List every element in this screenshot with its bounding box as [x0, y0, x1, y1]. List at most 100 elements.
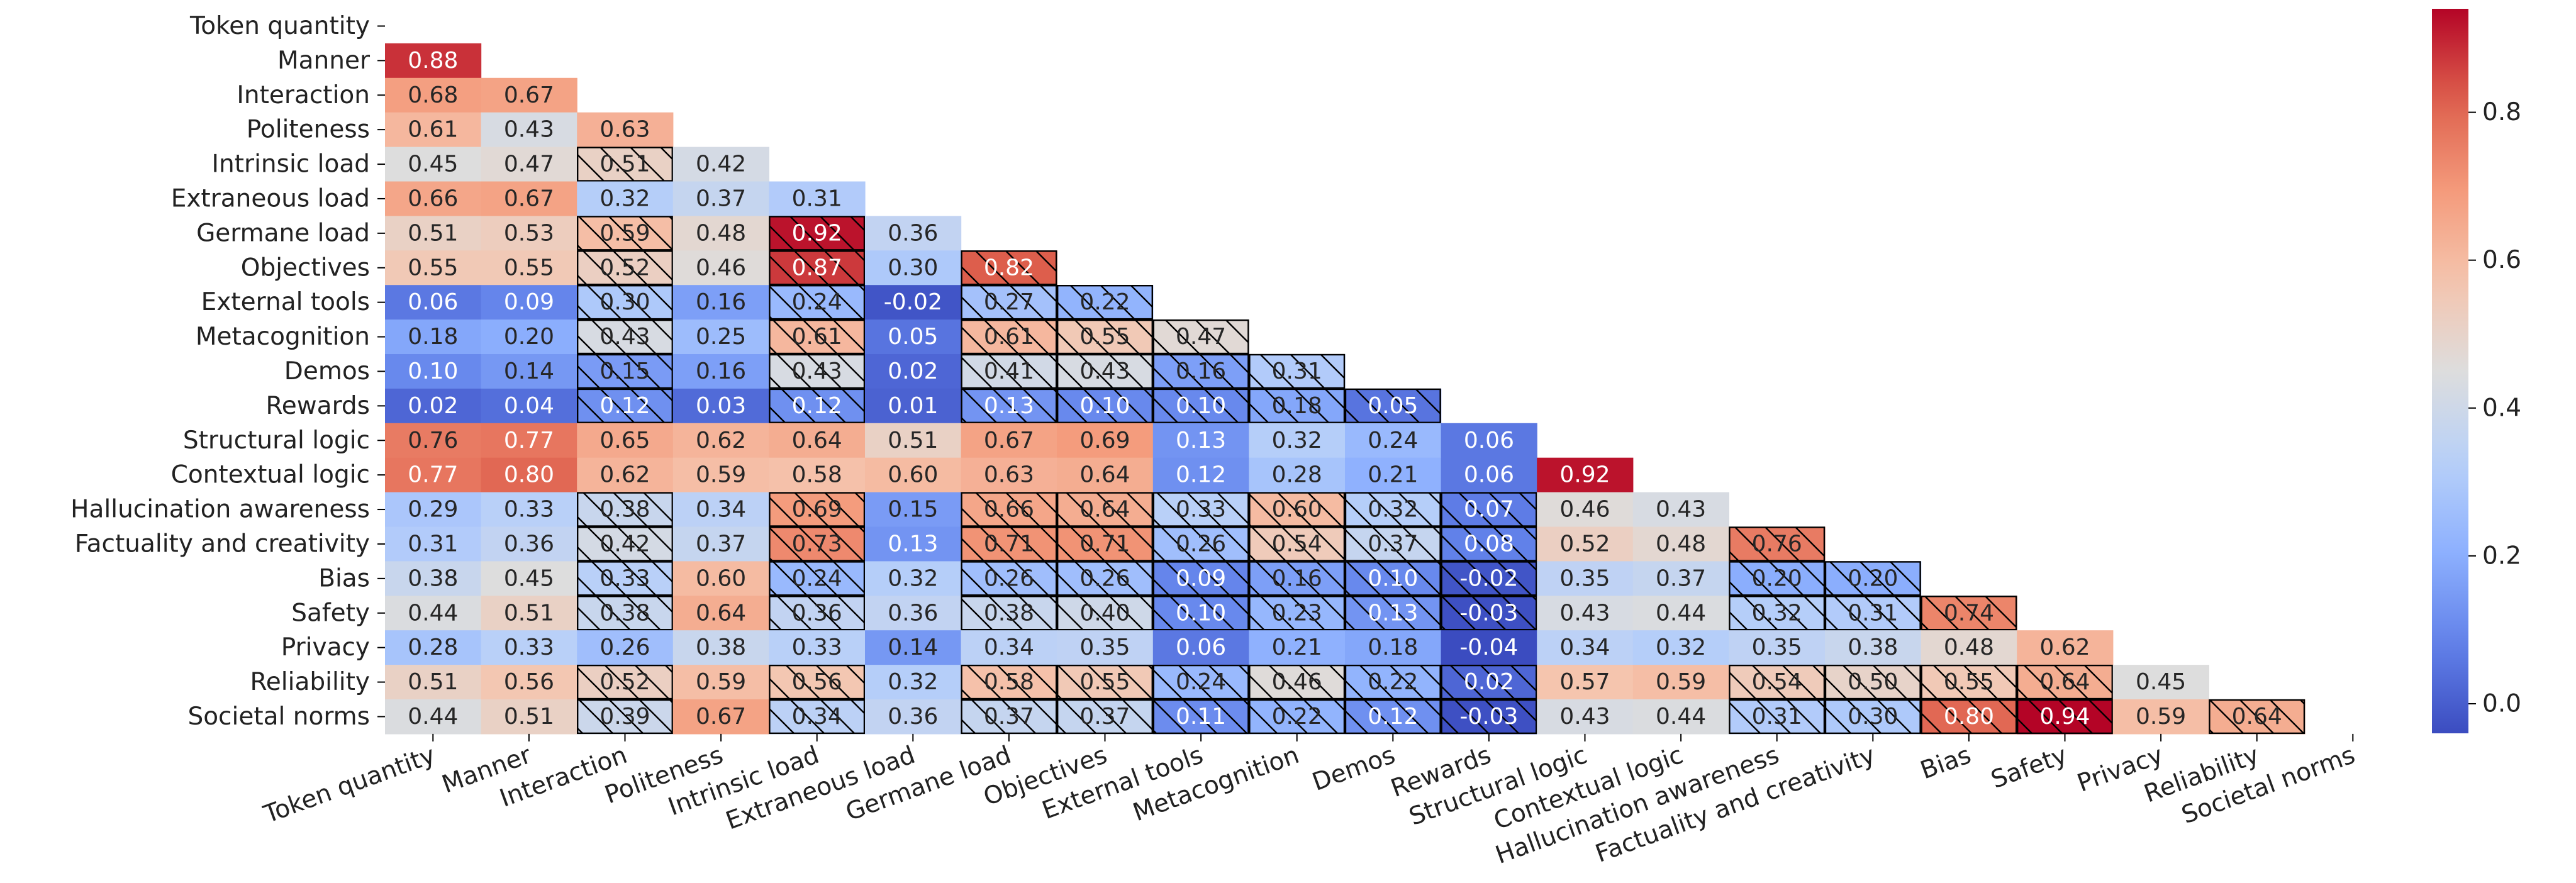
cell-value: 0.14: [504, 358, 554, 384]
heatmap-cell: 0.59: [672, 457, 769, 493]
heatmap-cell: 0.43: [1056, 353, 1154, 389]
cell-value: 0.59: [2136, 704, 2186, 730]
cell-value: 0.10: [1176, 600, 1226, 626]
cell-value: 0.06: [1464, 462, 1514, 488]
heatmap-cell: 0.32: [1249, 423, 1346, 458]
cell-fill: [865, 492, 962, 528]
cell-value: 0.26: [599, 635, 650, 660]
cell-fill: [865, 561, 962, 596]
cell-value: 0.20: [504, 324, 554, 350]
cell-value: 0.43: [1559, 704, 1610, 730]
cell-value: 0.80: [1944, 704, 1994, 730]
heatmap-cell: 0.67: [672, 699, 769, 735]
heatmap-cell: 0.31: [1729, 699, 1826, 735]
cell-value: 0.25: [696, 324, 746, 350]
cell-hatch: [1249, 526, 1346, 562]
heatmap-cell: 0.61: [769, 319, 866, 355]
heatmap-cell: 0.71: [1056, 526, 1154, 562]
cell-value: 0.40: [1079, 600, 1130, 626]
row-label: Reliability: [250, 668, 370, 696]
cell-value: 0.30: [888, 255, 938, 280]
cell-fill: [1537, 665, 1634, 700]
cell-value: 0.69: [1079, 428, 1130, 453]
heatmap-cell: 0.28: [385, 630, 482, 665]
colorbar-bar: [2432, 9, 2468, 733]
cell-fill: [865, 630, 962, 665]
cell-value: 0.12: [599, 393, 650, 419]
heatmap-cell: 0.15: [577, 353, 674, 389]
heatmap-cell: 0.13: [865, 526, 962, 562]
cell-fill: [1632, 665, 1729, 700]
cell-hatch: [1152, 699, 1249, 735]
cell-hatch: [769, 596, 866, 631]
heatmap-cell: 0.55: [481, 250, 577, 286]
cell-hatch: [1249, 353, 1346, 389]
heatmap-cell: 0.45: [385, 147, 482, 182]
heatmap-cell: 0.27: [961, 285, 1057, 320]
heatmap-cell: 0.42: [672, 147, 769, 182]
cell-hatch: [1056, 492, 1153, 527]
cell-value: 0.55: [1079, 669, 1130, 695]
cell-fill: [1537, 457, 1634, 493]
cell-hatch: [961, 492, 1057, 527]
cell-hatch: [1056, 319, 1153, 355]
cell-value: 0.39: [599, 704, 650, 730]
heatmap-cell: 0.24: [1152, 664, 1249, 700]
cell-fill: [672, 319, 769, 355]
cell-hatch: [1729, 596, 1826, 631]
heatmap-cell: 0.16: [1152, 353, 1249, 389]
cell-hatch: [1249, 699, 1346, 735]
heatmap-cell: 0.56: [481, 665, 577, 700]
heatmap-cell: 0.59: [672, 665, 769, 700]
cell-hatch: [1249, 492, 1346, 527]
cell-value: 0.74: [1944, 600, 1994, 626]
cell-value: 0.35: [1079, 635, 1130, 660]
heatmap-cell: 0.60: [672, 561, 769, 596]
cell-value: 0.13: [984, 393, 1034, 419]
cell-hatch: [1824, 699, 1921, 735]
cell-fill: [481, 423, 577, 458]
cell-value: 0.04: [504, 393, 554, 419]
heatmap-cell: 0.16: [672, 354, 769, 389]
cell-fill: [577, 112, 674, 148]
heatmap-cell: 0.33: [481, 492, 577, 528]
heatmap-cell: 0.18: [1249, 388, 1346, 424]
heatmap-cell: 0.39: [577, 699, 674, 735]
heatmap-cell: 0.88: [385, 43, 482, 79]
cell-value: 0.61: [408, 117, 458, 143]
cell-fill: [672, 423, 769, 458]
cell-value: 0.92: [1559, 462, 1610, 488]
heatmap-cell: 0.21: [1345, 457, 1442, 493]
heatmap-cell: 0.68: [385, 77, 482, 113]
heatmap-cell: 0.37: [672, 526, 769, 562]
heatmap-cell: 0.14: [865, 630, 962, 665]
cell-value: 0.56: [504, 669, 554, 695]
cell-value: 0.24: [1176, 669, 1226, 695]
cell-fill: [481, 596, 577, 631]
cell-value: 0.38: [1848, 635, 1898, 660]
cell-hatch: [1441, 699, 1537, 735]
cell-hatch: [1056, 353, 1153, 389]
heatmap-cell: 0.32: [1729, 596, 1826, 631]
heatmap-cell: -0.02: [1441, 561, 1537, 596]
heatmap-cell: 0.74: [1921, 596, 2017, 631]
cell-hatch: [1441, 526, 1537, 562]
heatmap-cell: 0.30: [577, 285, 674, 320]
cell-fill: [481, 216, 577, 251]
heatmap-cell: 0.10: [1344, 561, 1442, 596]
cell-value: 0.51: [408, 220, 458, 246]
heatmap-cell: 0.71: [961, 526, 1057, 562]
heatmap-cell: 0.25: [672, 319, 769, 355]
cell-hatch: [577, 353, 674, 389]
heatmap-cell: 0.16: [672, 285, 769, 320]
cell-hatch: [1249, 561, 1346, 596]
cell-hatch: [769, 353, 866, 389]
column-label: Demos: [1308, 741, 1398, 797]
cell-value: 0.37: [696, 186, 746, 211]
cell-value: 0.10: [1079, 393, 1130, 419]
cell-value: 0.50: [1848, 669, 1898, 695]
cell-fill: [769, 181, 866, 216]
cell-hatch: [769, 561, 866, 596]
heatmap-cell: 0.92: [1537, 457, 1634, 493]
heatmap-cell: 0.02: [385, 388, 482, 424]
